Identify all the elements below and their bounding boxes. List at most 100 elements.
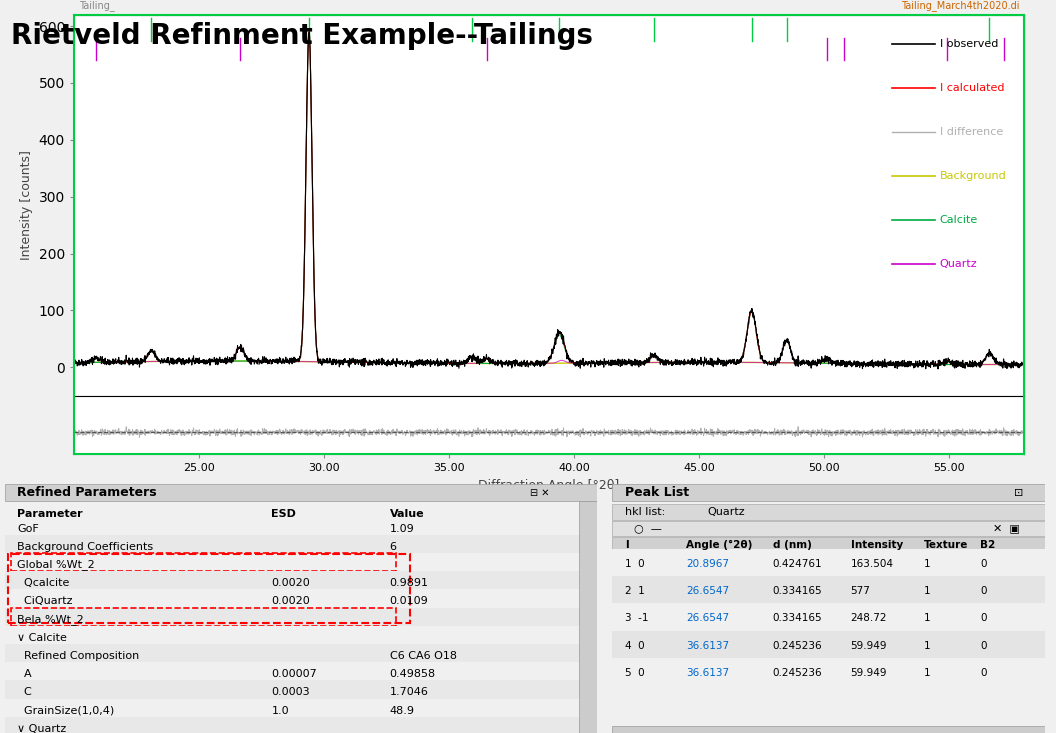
- Text: C6 CA6 O18: C6 CA6 O18: [390, 651, 456, 661]
- Text: 0.0003: 0.0003: [271, 688, 310, 697]
- Text: 0: 0: [981, 641, 987, 651]
- Text: 59.949: 59.949: [851, 668, 887, 678]
- FancyBboxPatch shape: [612, 576, 1045, 603]
- Text: 26.6547: 26.6547: [686, 586, 730, 596]
- Text: 577: 577: [851, 586, 870, 596]
- Text: 5  0: 5 0: [625, 668, 645, 678]
- Text: GoF: GoF: [17, 523, 39, 534]
- FancyBboxPatch shape: [5, 626, 597, 644]
- FancyBboxPatch shape: [5, 517, 597, 535]
- Text: d (nm): d (nm): [773, 540, 812, 550]
- Text: Quartz: Quartz: [940, 259, 978, 269]
- Text: 1.7046: 1.7046: [390, 688, 429, 697]
- Text: 1: 1: [924, 641, 930, 651]
- Text: 0.334165: 0.334165: [773, 586, 823, 596]
- Text: ✕  ▣: ✕ ▣: [994, 523, 1020, 534]
- Text: Background Coefficients: Background Coefficients: [17, 542, 153, 552]
- Text: 1: 1: [924, 668, 930, 678]
- Text: Angle (°2θ): Angle (°2θ): [686, 540, 753, 550]
- Text: 0.00007: 0.00007: [271, 669, 317, 679]
- Text: ○  —: ○ —: [634, 523, 662, 534]
- Text: ⊟ ✕: ⊟ ✕: [530, 487, 549, 498]
- FancyBboxPatch shape: [612, 504, 1045, 520]
- Text: Calcite: Calcite: [940, 215, 978, 225]
- Text: Bela %Wt_2: Bela %Wt_2: [17, 614, 83, 625]
- Text: 0.245236: 0.245236: [773, 641, 823, 651]
- Text: 0: 0: [981, 559, 987, 569]
- Text: l: l: [625, 540, 629, 550]
- Text: 0.0109: 0.0109: [390, 597, 429, 606]
- Text: 1: 1: [924, 586, 930, 596]
- Text: CiQuartz: CiQuartz: [17, 597, 73, 606]
- Text: ∨ Calcite: ∨ Calcite: [17, 633, 67, 643]
- FancyBboxPatch shape: [612, 537, 1045, 553]
- FancyBboxPatch shape: [5, 608, 597, 626]
- Text: 0.49858: 0.49858: [390, 669, 436, 679]
- Text: Refined Parameters: Refined Parameters: [17, 486, 156, 499]
- Text: 0.9891: 0.9891: [390, 578, 429, 588]
- Text: 6: 6: [390, 542, 397, 552]
- Text: 1: 1: [924, 614, 930, 623]
- FancyBboxPatch shape: [612, 484, 1045, 501]
- FancyBboxPatch shape: [612, 548, 1045, 576]
- Text: 3  -1: 3 -1: [625, 614, 649, 623]
- Text: GrainSize(1,0,4): GrainSize(1,0,4): [17, 706, 114, 715]
- FancyBboxPatch shape: [5, 571, 597, 589]
- Text: B2: B2: [981, 540, 996, 550]
- Text: Peak List: Peak List: [625, 486, 690, 499]
- Text: C: C: [17, 688, 32, 697]
- FancyBboxPatch shape: [579, 501, 597, 733]
- Text: Texture: Texture: [924, 540, 968, 550]
- Text: 163.504: 163.504: [851, 559, 893, 569]
- Text: 0.0020: 0.0020: [271, 578, 310, 588]
- Text: ∨ Quartz: ∨ Quartz: [17, 723, 67, 733]
- FancyBboxPatch shape: [5, 535, 597, 553]
- Text: 0.424761: 0.424761: [773, 559, 823, 569]
- Text: ESD: ESD: [271, 509, 297, 519]
- Text: 1.09: 1.09: [390, 523, 414, 534]
- Text: 248.72: 248.72: [851, 614, 887, 623]
- Text: 4  0: 4 0: [625, 641, 645, 651]
- Text: 36.6137: 36.6137: [686, 668, 730, 678]
- Text: Tailing_: Tailing_: [78, 0, 114, 11]
- Text: A: A: [17, 669, 32, 679]
- FancyBboxPatch shape: [612, 631, 1045, 658]
- Text: 0.0020: 0.0020: [271, 597, 310, 606]
- Text: 48.9: 48.9: [390, 706, 415, 715]
- Text: 59.949: 59.949: [851, 641, 887, 651]
- Text: Value: Value: [390, 509, 425, 519]
- FancyBboxPatch shape: [612, 726, 1045, 733]
- FancyBboxPatch shape: [5, 644, 597, 662]
- Text: Quartz: Quartz: [708, 507, 746, 517]
- FancyBboxPatch shape: [5, 699, 597, 717]
- FancyBboxPatch shape: [612, 521, 1045, 536]
- Text: 36.6137: 36.6137: [686, 641, 730, 651]
- Text: 1: 1: [924, 559, 930, 569]
- Text: Parameter: Parameter: [17, 509, 82, 519]
- Text: 0.334165: 0.334165: [773, 614, 823, 623]
- Text: 26.6547: 26.6547: [686, 614, 730, 623]
- Text: I calculated: I calculated: [940, 83, 1004, 93]
- Text: Rietveld Refinment Example--Tailings: Rietveld Refinment Example--Tailings: [11, 22, 592, 50]
- Text: I difference: I difference: [940, 127, 1003, 137]
- Y-axis label: Intensity [counts]: Intensity [counts]: [20, 150, 33, 260]
- Text: 1  0: 1 0: [625, 559, 645, 569]
- Text: 20.8967: 20.8967: [686, 559, 729, 569]
- Text: 2  1: 2 1: [625, 586, 645, 596]
- Text: I observed: I observed: [940, 39, 998, 49]
- Text: Global %Wt_2: Global %Wt_2: [17, 559, 95, 570]
- Text: 0: 0: [981, 614, 987, 623]
- FancyBboxPatch shape: [5, 553, 597, 571]
- X-axis label: Diffraction Angle [°2θ]: Diffraction Angle [°2θ]: [478, 479, 620, 492]
- FancyBboxPatch shape: [612, 658, 1045, 685]
- Text: ⊡: ⊡: [1015, 487, 1024, 498]
- Text: Background: Background: [940, 171, 1006, 181]
- Text: Qcalcite: Qcalcite: [17, 578, 70, 588]
- Text: 1.0: 1.0: [271, 706, 289, 715]
- FancyBboxPatch shape: [5, 717, 597, 733]
- Text: 0: 0: [981, 586, 987, 596]
- Text: 0.245236: 0.245236: [773, 668, 823, 678]
- FancyBboxPatch shape: [5, 680, 597, 699]
- FancyBboxPatch shape: [5, 662, 597, 680]
- Text: Refined Composition: Refined Composition: [17, 651, 139, 661]
